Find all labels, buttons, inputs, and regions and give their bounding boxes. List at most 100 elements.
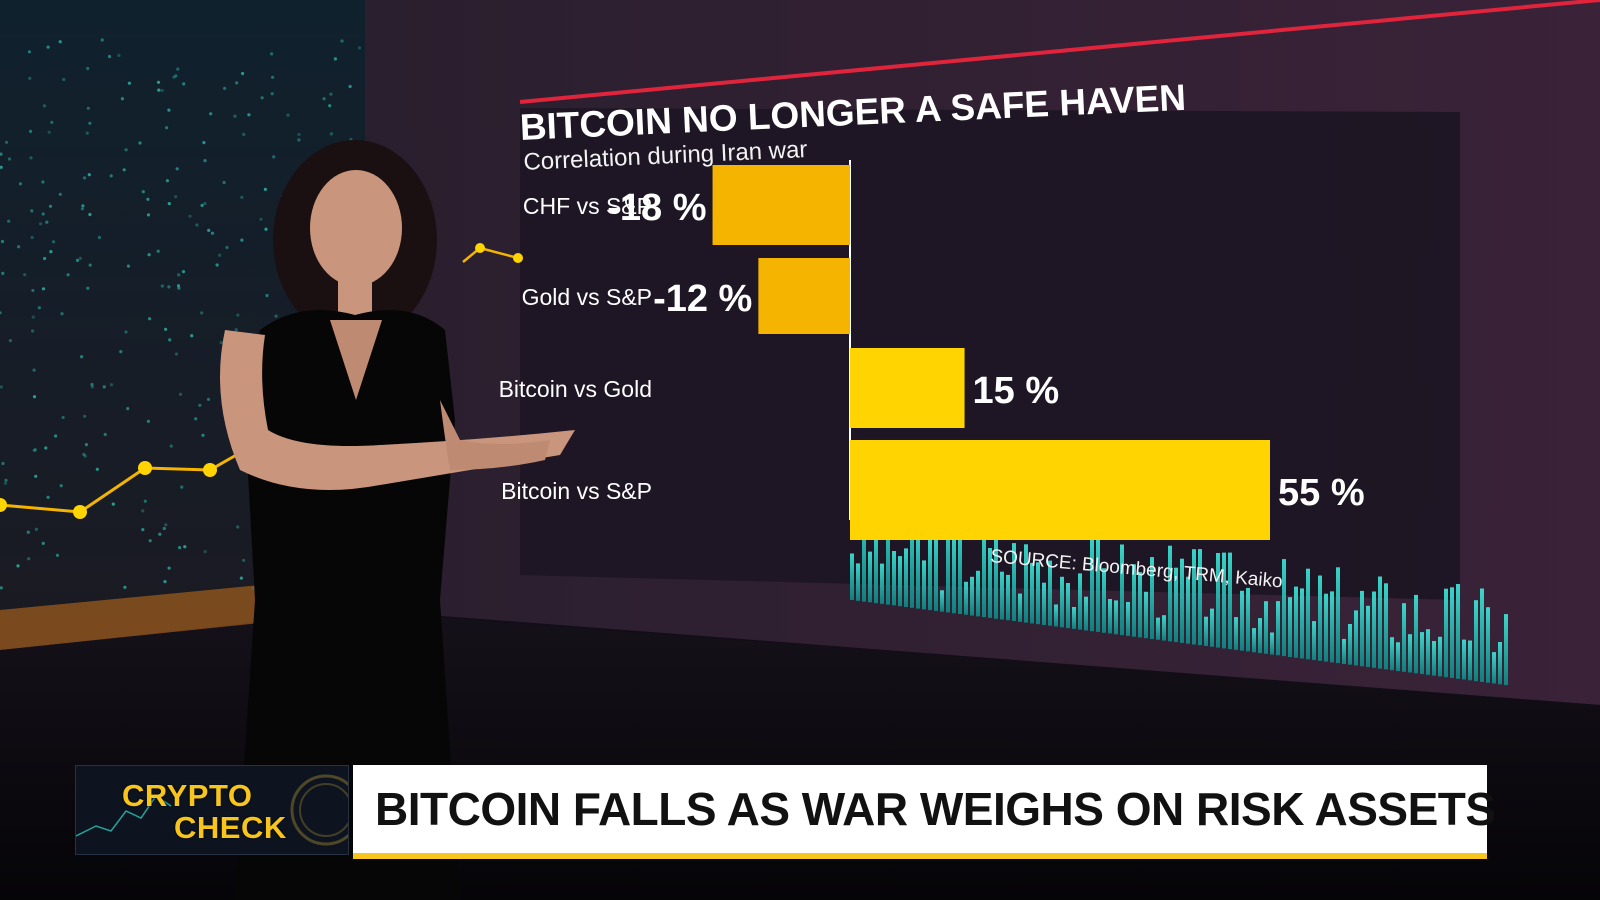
value-label-2: 15 % — [973, 370, 1060, 412]
show-name-line2: CHECK — [174, 810, 287, 845]
wall-dot — [41, 287, 46, 291]
wave-bar — [904, 548, 908, 607]
wall-dot — [203, 159, 207, 163]
wave-bar — [868, 551, 872, 603]
wave-bar — [1120, 544, 1124, 636]
wall-dot — [167, 566, 171, 570]
wall-dot — [1, 461, 5, 466]
category-label-0: CHF vs S&P — [523, 193, 652, 219]
wave-bar — [946, 520, 950, 613]
wave-bar — [1384, 583, 1388, 670]
wave-bar — [1102, 568, 1106, 633]
wall-dot — [263, 187, 267, 191]
wall-dot — [1, 271, 5, 275]
wall-dot — [148, 539, 152, 543]
wall-dot — [202, 141, 206, 145]
wall-dot — [234, 328, 238, 332]
wall-dot — [200, 203, 204, 207]
wave-bar — [988, 548, 992, 618]
wall-dot — [174, 195, 178, 199]
wall-dot — [0, 385, 3, 389]
wall-dot — [86, 286, 90, 290]
wave-bar — [862, 506, 866, 602]
wall-dot — [160, 284, 164, 288]
wall-dot — [51, 240, 56, 244]
wall-dot — [156, 249, 160, 253]
wave-bar — [1462, 639, 1466, 680]
wall-dot — [215, 263, 219, 267]
wall-dot — [117, 53, 121, 58]
wall-dot — [176, 284, 181, 288]
wave-bar — [976, 570, 980, 617]
wave-bar — [1318, 575, 1322, 661]
wall-dot — [147, 253, 151, 257]
wave-bar — [1276, 601, 1280, 656]
wall-dot — [7, 157, 12, 161]
bar-1 — [758, 258, 850, 334]
wall-dot — [41, 212, 45, 216]
wall-dot — [146, 197, 150, 201]
wall-dot — [83, 414, 87, 418]
wall-dot — [48, 204, 53, 208]
wall-dot — [201, 433, 205, 437]
wave-bar — [1336, 567, 1340, 664]
wall-dot — [54, 434, 58, 438]
wall-dot — [357, 46, 362, 50]
wave-bar — [1438, 636, 1442, 677]
presenter — [220, 140, 575, 900]
wave-bar — [1456, 584, 1460, 679]
wall-dot — [33, 448, 37, 452]
wave-bar — [1018, 593, 1022, 622]
wall-dot — [82, 176, 87, 180]
headline-text: BITCOIN FALLS AS WAR WEIGHS ON RISK ASSE… — [375, 783, 1496, 835]
wall-dot — [240, 195, 244, 199]
wave-bar — [1144, 591, 1148, 639]
wall-dot — [167, 108, 171, 112]
wave-bar — [1342, 638, 1346, 664]
wall-dot — [87, 173, 91, 177]
wave-bar — [1240, 590, 1244, 651]
wall-dot — [0, 239, 5, 244]
value-label-0: -18 % — [607, 187, 706, 229]
category-label-1: Gold vs S&P — [522, 284, 652, 310]
wave-bar — [1024, 544, 1028, 623]
wall-dot — [333, 57, 337, 61]
wall-dot — [0, 152, 3, 156]
wall-dot — [0, 165, 3, 169]
wall-dot — [241, 71, 245, 76]
wall-dot — [182, 82, 186, 86]
wave-bar — [1060, 576, 1064, 628]
wave-bar — [1258, 618, 1262, 654]
wall-dot — [178, 392, 183, 396]
wall-dot — [88, 263, 92, 267]
wall-dot — [200, 311, 204, 315]
wall-dot — [59, 484, 63, 488]
wall-dot — [259, 217, 263, 221]
wall-dot — [61, 415, 65, 420]
wall-dot — [0, 586, 3, 590]
bar-2 — [850, 348, 965, 428]
wall-dot — [3, 481, 8, 485]
wall-dot — [80, 355, 84, 359]
wall-dot — [160, 88, 164, 93]
wall-dot — [37, 306, 41, 310]
wave-bar — [1348, 624, 1352, 665]
wall-dot — [83, 454, 87, 458]
bar-3 — [850, 440, 1270, 540]
wall-dot — [45, 220, 49, 224]
wave-bar — [1222, 552, 1226, 649]
wall-dot — [242, 558, 246, 563]
wave-bar — [1138, 572, 1142, 638]
correlation-bar-chart: CHF vs S&P-18 % Gold vs S&P -12 % Bitcoin v… — [499, 160, 1365, 540]
wall-dot — [109, 383, 114, 387]
wall-dot — [34, 474, 38, 478]
wall-dot — [88, 121, 92, 125]
wave-bar — [994, 534, 998, 619]
wall-dot — [141, 509, 145, 513]
wave-bar — [970, 576, 974, 616]
wall-dot — [164, 523, 168, 527]
wall-dot — [172, 75, 176, 79]
wall-dot — [195, 223, 199, 227]
wall-dot — [27, 50, 31, 54]
